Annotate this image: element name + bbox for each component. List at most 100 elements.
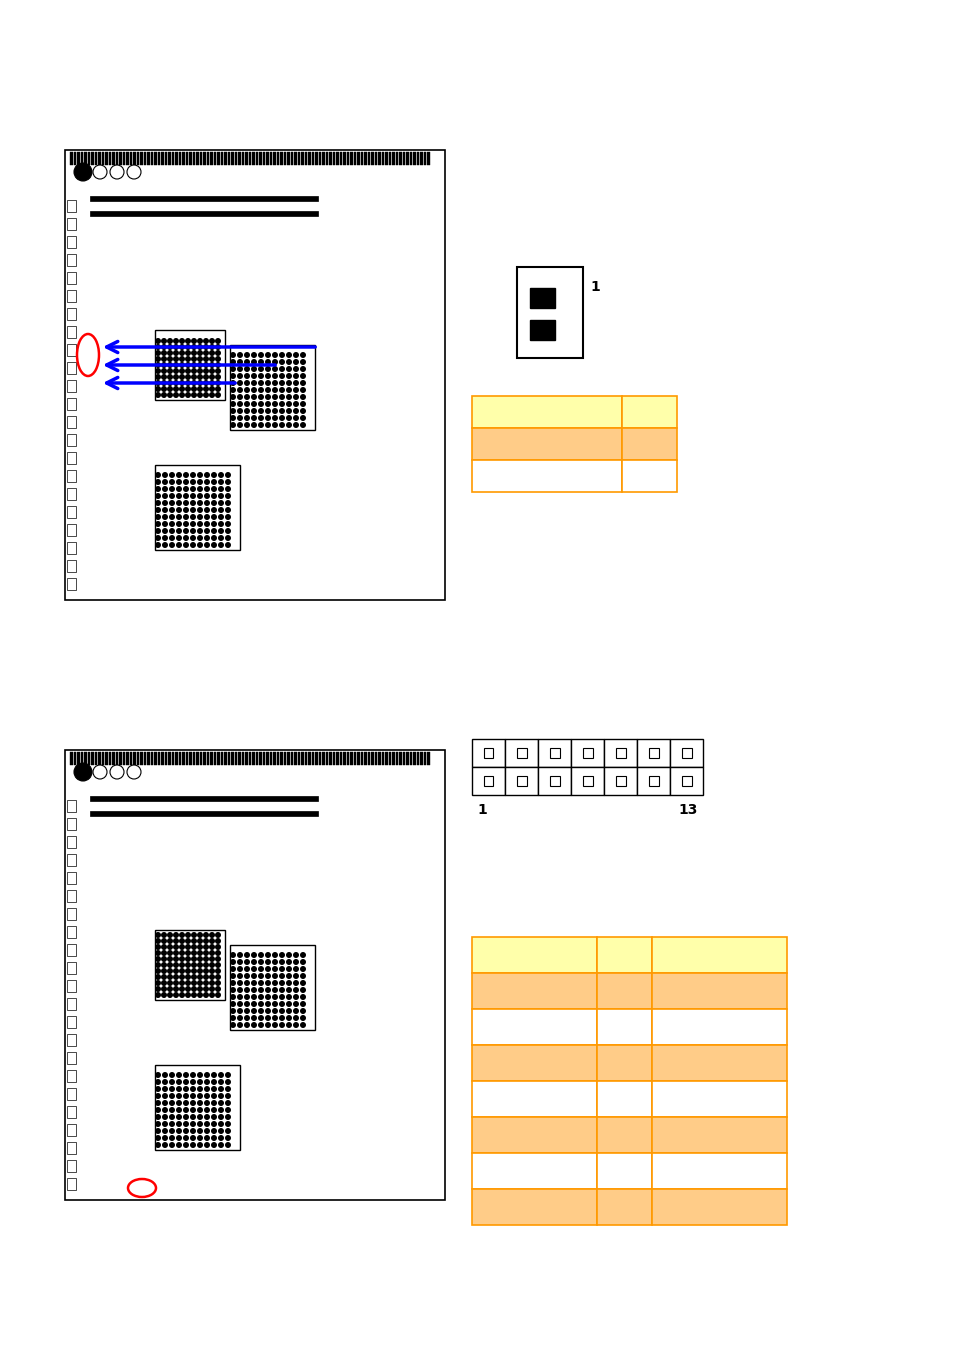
- Circle shape: [154, 1114, 161, 1120]
- Circle shape: [162, 472, 168, 478]
- Circle shape: [169, 493, 174, 500]
- Circle shape: [214, 944, 221, 950]
- Circle shape: [265, 401, 271, 406]
- Bar: [283, 752, 286, 765]
- Bar: [597, 1116, 651, 1153]
- Bar: [472, 428, 621, 460]
- Circle shape: [278, 994, 285, 1000]
- Circle shape: [161, 963, 167, 968]
- Circle shape: [185, 968, 191, 973]
- Circle shape: [203, 944, 209, 950]
- Circle shape: [92, 765, 107, 779]
- Circle shape: [278, 1000, 285, 1007]
- Circle shape: [272, 394, 277, 400]
- Circle shape: [265, 1000, 271, 1007]
- Circle shape: [265, 967, 271, 972]
- Bar: [339, 153, 341, 165]
- Circle shape: [154, 1085, 161, 1092]
- Circle shape: [196, 541, 203, 548]
- Circle shape: [183, 535, 189, 541]
- Circle shape: [203, 379, 209, 386]
- Circle shape: [204, 514, 210, 520]
- Circle shape: [167, 963, 172, 968]
- Circle shape: [154, 950, 161, 956]
- Bar: [409, 153, 412, 165]
- Bar: [245, 752, 247, 765]
- Circle shape: [204, 1079, 210, 1085]
- Bar: [472, 460, 621, 491]
- Circle shape: [278, 387, 285, 393]
- Circle shape: [190, 1135, 195, 1141]
- Circle shape: [272, 366, 277, 373]
- Circle shape: [196, 973, 203, 980]
- Circle shape: [167, 386, 172, 391]
- Circle shape: [161, 374, 167, 379]
- Bar: [161, 153, 163, 165]
- Bar: [339, 752, 341, 765]
- Circle shape: [175, 486, 182, 491]
- Circle shape: [196, 980, 203, 986]
- Bar: [262, 153, 265, 165]
- Bar: [276, 153, 278, 165]
- Circle shape: [230, 952, 235, 958]
- Circle shape: [236, 1008, 243, 1014]
- Circle shape: [211, 1129, 216, 1134]
- Circle shape: [230, 1015, 235, 1021]
- Bar: [67, 1017, 76, 1027]
- Bar: [395, 153, 397, 165]
- Circle shape: [214, 350, 221, 356]
- Circle shape: [214, 338, 221, 344]
- Circle shape: [196, 1094, 203, 1099]
- Bar: [94, 153, 97, 165]
- Bar: [178, 752, 181, 765]
- Circle shape: [293, 423, 298, 428]
- Circle shape: [190, 493, 195, 500]
- Circle shape: [211, 1107, 216, 1112]
- Bar: [423, 752, 426, 765]
- Circle shape: [161, 986, 167, 992]
- Bar: [147, 153, 150, 165]
- Bar: [483, 776, 493, 786]
- Circle shape: [218, 1142, 224, 1148]
- Bar: [67, 541, 76, 554]
- Circle shape: [196, 1100, 203, 1106]
- Bar: [472, 1189, 597, 1224]
- Circle shape: [265, 359, 271, 364]
- Circle shape: [278, 394, 285, 400]
- Circle shape: [185, 392, 191, 398]
- Circle shape: [172, 968, 179, 973]
- Bar: [252, 752, 254, 765]
- Bar: [364, 752, 366, 765]
- Circle shape: [175, 479, 182, 485]
- Circle shape: [293, 387, 298, 393]
- Circle shape: [251, 401, 256, 406]
- Circle shape: [169, 1085, 174, 1092]
- Bar: [537, 767, 571, 795]
- Circle shape: [154, 528, 161, 535]
- Circle shape: [204, 521, 210, 526]
- Circle shape: [167, 950, 172, 956]
- Bar: [258, 153, 261, 165]
- Bar: [597, 973, 651, 1008]
- Bar: [269, 752, 272, 765]
- Circle shape: [265, 408, 271, 414]
- Bar: [266, 153, 268, 165]
- Bar: [213, 752, 215, 765]
- Bar: [203, 153, 205, 165]
- Bar: [98, 752, 100, 765]
- Bar: [637, 767, 669, 795]
- Circle shape: [196, 931, 203, 938]
- Circle shape: [154, 1142, 161, 1148]
- Circle shape: [230, 994, 235, 1000]
- Bar: [130, 752, 132, 765]
- Circle shape: [190, 486, 195, 491]
- Circle shape: [236, 958, 243, 965]
- Circle shape: [172, 992, 179, 998]
- Circle shape: [167, 944, 172, 950]
- Circle shape: [251, 408, 256, 414]
- Circle shape: [293, 1015, 298, 1021]
- Circle shape: [236, 1015, 243, 1021]
- Circle shape: [225, 1120, 231, 1127]
- Circle shape: [167, 350, 172, 356]
- Circle shape: [211, 500, 216, 506]
